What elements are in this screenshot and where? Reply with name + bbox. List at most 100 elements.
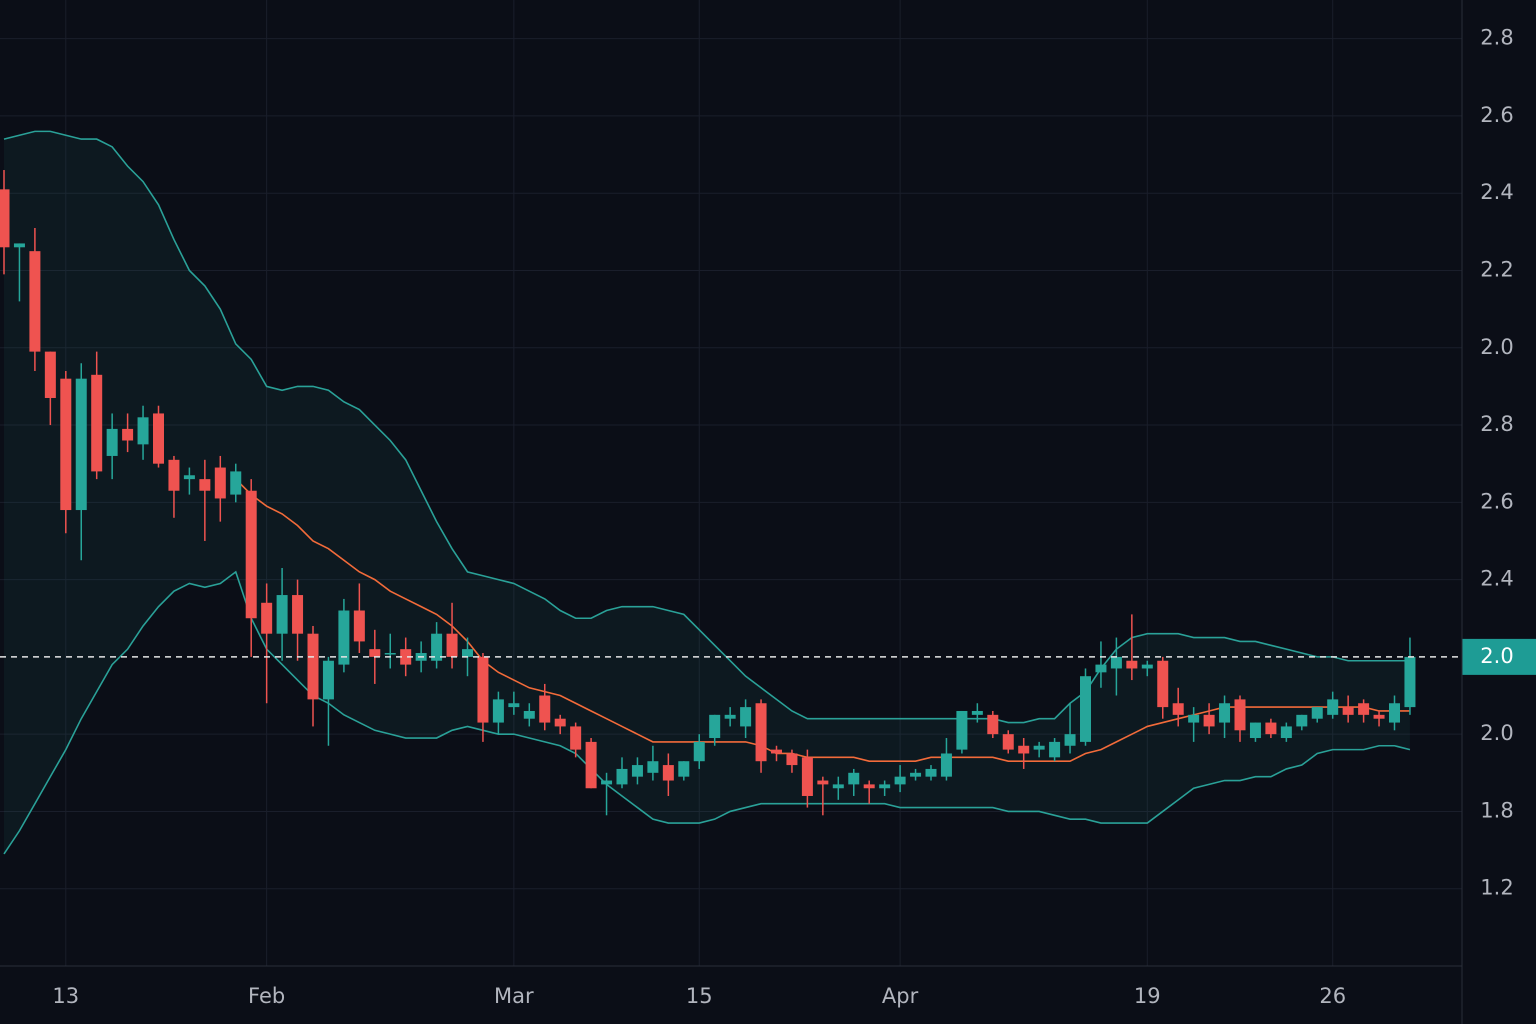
candle-body xyxy=(925,768,937,777)
candle-body xyxy=(1018,745,1030,754)
candle-body xyxy=(1249,722,1261,739)
candle-body xyxy=(693,741,705,762)
candle-body xyxy=(60,378,72,511)
candle-body xyxy=(647,761,659,773)
candle-body xyxy=(230,471,242,495)
candle-body xyxy=(709,714,721,739)
y-tick-label: 1.2 xyxy=(1480,876,1513,900)
band-fill xyxy=(4,131,1410,854)
candle-body xyxy=(168,459,180,491)
candle-body xyxy=(771,749,782,754)
candle-body xyxy=(1358,703,1370,715)
overlay: 2.0 xyxy=(0,638,1536,675)
candle-body xyxy=(1080,676,1091,742)
candle-body xyxy=(322,660,334,700)
candle-body xyxy=(848,772,860,785)
candle-body xyxy=(1234,699,1246,731)
candle-body xyxy=(29,251,41,352)
candle-body xyxy=(353,610,365,642)
x-tick-label: Feb xyxy=(248,984,285,1008)
candle-body xyxy=(462,649,473,657)
candle-body xyxy=(1296,714,1308,727)
upper-band xyxy=(3,130,1410,724)
price-label: 2.0 xyxy=(1480,644,1513,668)
candle-body xyxy=(940,753,952,777)
candle-body xyxy=(1110,656,1122,669)
candle-body xyxy=(1219,703,1231,723)
candle-body xyxy=(1342,707,1354,715)
candle-body xyxy=(740,707,752,727)
candles xyxy=(0,170,1416,816)
candle-body xyxy=(601,780,613,785)
candle-body xyxy=(631,765,643,777)
candle-body xyxy=(817,780,829,785)
lower-band xyxy=(3,570,1411,855)
y-tick-label: 2.0 xyxy=(1480,335,1513,359)
candle-body xyxy=(755,703,767,762)
candle-body xyxy=(153,413,164,464)
candle-body xyxy=(245,490,257,619)
candle-body xyxy=(801,757,813,796)
y-tick-label: 2.4 xyxy=(1480,567,1513,591)
candle-body xyxy=(122,428,134,441)
candle-body xyxy=(1157,660,1169,708)
candle-body xyxy=(183,475,195,480)
candle-body xyxy=(1033,745,1045,750)
x-tick-label: 13 xyxy=(52,984,79,1008)
candle-body xyxy=(75,378,87,511)
candle-body xyxy=(1373,714,1385,719)
candle-body xyxy=(492,699,504,723)
x-tick-label: Mar xyxy=(494,984,534,1008)
candle-body xyxy=(832,784,844,789)
candle-body xyxy=(44,351,56,398)
y-tick-label: 2.4 xyxy=(1480,180,1513,204)
price-label-box xyxy=(1462,638,1536,675)
candle-body xyxy=(477,656,489,723)
x-tick-label: Apr xyxy=(882,984,919,1008)
candle-body xyxy=(570,726,582,750)
candle-body xyxy=(1280,726,1292,739)
candle-body xyxy=(384,653,396,655)
candle-body xyxy=(662,765,674,781)
x-tick-label: 19 xyxy=(1134,984,1161,1008)
y-tick-label: 2.8 xyxy=(1480,26,1513,50)
axes: 2.8 2.6 2.4 2.2 2.0 2.8 2.6 2.4 2.0 1.8 1.2 13 Feb Ma… xyxy=(52,26,1513,1008)
candle-body xyxy=(307,633,319,700)
candle-body xyxy=(724,714,736,719)
candle-body xyxy=(894,776,906,785)
candle-body xyxy=(616,768,628,785)
x-tick-label: 15 xyxy=(686,984,713,1008)
candle-body xyxy=(910,772,922,777)
candle-body xyxy=(1404,656,1416,708)
candle-body xyxy=(91,374,103,472)
candle-body xyxy=(137,417,149,445)
candle-body xyxy=(1095,664,1107,673)
candle-body xyxy=(400,649,412,665)
candle-body xyxy=(431,633,443,661)
candle-body xyxy=(554,718,566,727)
candle-body xyxy=(1049,741,1061,758)
candle-body xyxy=(508,703,520,708)
candle-body xyxy=(956,710,968,750)
y-tick-label: 2.8 xyxy=(1480,412,1513,436)
y-tick-label: 2.6 xyxy=(1480,489,1513,513)
candle-body xyxy=(678,761,690,777)
candle-body xyxy=(863,784,875,789)
candle-body xyxy=(13,243,25,248)
candle-body xyxy=(1064,734,1076,746)
candle-body xyxy=(1265,722,1277,735)
y-tick-label: 2.0 xyxy=(1480,721,1513,745)
candle-body xyxy=(1126,660,1138,669)
y-tick-label: 2.2 xyxy=(1480,257,1513,281)
y-tick-label: 2.6 xyxy=(1480,103,1513,127)
candle-body xyxy=(446,633,458,657)
candle-body xyxy=(199,479,211,491)
candle-body xyxy=(1002,734,1014,750)
y-tick-label: 1.8 xyxy=(1480,798,1513,822)
candle-body xyxy=(1389,703,1400,723)
middle-band xyxy=(235,478,1410,763)
candle-body xyxy=(276,595,288,634)
candle-body xyxy=(971,710,983,715)
